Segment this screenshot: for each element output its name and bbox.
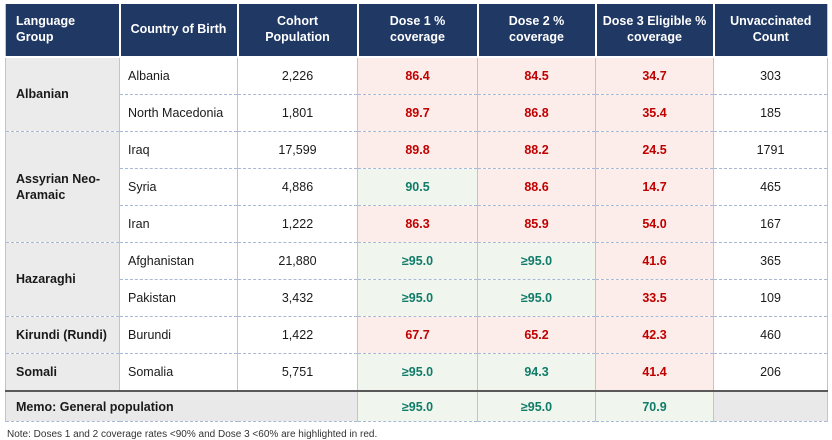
unvaccinated-cell: 460	[713, 316, 828, 354]
unvaccinated-cell: 365	[713, 242, 828, 280]
vaccination-coverage-table: Language Group Country of Birth Cohort P…	[5, 4, 828, 422]
table-row: Syria 4,886 90.5 88.6 14.7 465	[6, 168, 828, 206]
dose1-cell: ≥95.0	[357, 242, 478, 280]
dose3-cell: 41.6	[595, 242, 714, 280]
header-country-of-birth: Country of Birth	[119, 4, 239, 58]
dose1-cell: 90.5	[357, 168, 478, 206]
table-row: Albanian Albania 2,226 86.4 84.5 34.7 30…	[5, 57, 828, 132]
dose3-cell: 41.4	[595, 353, 714, 392]
dose1-cell: ≥95.0	[357, 353, 478, 392]
memo-label: Memo: General population	[5, 390, 358, 422]
dose3-cell: 54.0	[595, 205, 714, 243]
country-cell: Syria	[119, 168, 238, 206]
unvaccinated-cell: 109	[713, 279, 828, 317]
group-cell-hazaraghi: Hazaraghi	[5, 242, 120, 317]
dose3-cell: 35.4	[595, 94, 714, 132]
dose1-cell: 89.7	[357, 94, 478, 132]
country-cell: Afghanistan	[119, 242, 238, 280]
country-cell: North Macedonia	[119, 94, 238, 132]
dose2-cell: 88.2	[477, 131, 596, 169]
dose1-cell: 86.3	[357, 205, 478, 243]
country-cell: Albania	[119, 57, 238, 95]
dose2-cell: 65.2	[477, 316, 596, 354]
unvaccinated-cell: 167	[713, 205, 828, 243]
dose2-cell: ≥95.0	[477, 279, 596, 317]
dose3-cell: 33.5	[595, 279, 714, 317]
dose2-cell: 86.8	[477, 94, 596, 132]
table-row: Iran 1,222 86.3 85.9 54.0 167	[6, 205, 828, 243]
cohort-cell: 17,599	[237, 131, 358, 169]
header-dose1-coverage: Dose 1 % coverage	[357, 4, 479, 58]
dose1-cell: 86.4	[357, 57, 478, 95]
memo-dose2-cell: ≥95.0	[477, 390, 596, 422]
table-row: North Macedonia 1,801 89.7 86.8 35.4 185	[6, 94, 828, 132]
cohort-cell: 4,886	[237, 168, 358, 206]
dose3-cell: 14.7	[595, 168, 714, 206]
group-cell-kirundi: Kirundi (Rundi)	[5, 316, 120, 354]
dose1-cell: 89.8	[357, 131, 478, 169]
memo-row: Memo: General population ≥95.0 ≥95.0 70.…	[5, 390, 828, 422]
country-cell: Burundi	[119, 316, 238, 354]
table-row: Hazaraghi Afghanistan 21,880 ≥95.0 ≥95.0…	[5, 242, 828, 317]
table-row: Kirundi (Rundi) Burundi 1,422 67.7 65.2 …	[5, 316, 828, 354]
cohort-cell: 1,222	[237, 205, 358, 243]
cohort-cell: 1,422	[237, 316, 358, 354]
group-cell-albanian: Albanian	[5, 57, 120, 132]
dose2-cell: ≥95.0	[477, 242, 596, 280]
header-cohort-population: Cohort Population	[237, 4, 359, 58]
memo-dose1-cell: ≥95.0	[357, 390, 478, 422]
unvaccinated-cell: 206	[713, 353, 828, 392]
dose3-cell: 34.7	[595, 57, 714, 95]
table-footnote: Note: Doses 1 and 2 coverage rates <90% …	[7, 429, 378, 440]
cohort-cell: 3,432	[237, 279, 358, 317]
country-cell: Somalia	[119, 353, 238, 392]
cohort-cell: 21,880	[237, 242, 358, 280]
table-row: Somali Somalia 5,751 ≥95.0 94.3 41.4 206	[5, 353, 828, 392]
header-unvaccinated-count: Unvaccinated Count	[713, 4, 828, 58]
group-cell-somali: Somali	[5, 353, 120, 392]
memo-unvaccinated-cell	[713, 390, 828, 422]
dose1-cell: 67.7	[357, 316, 478, 354]
country-cell: Iraq	[119, 131, 238, 169]
memo-dose3-cell: 70.9	[595, 390, 714, 422]
unvaccinated-cell: 1791	[713, 131, 828, 169]
unvaccinated-cell: 303	[713, 57, 828, 95]
group-cell-assyrian: Assyrian Neo-Aramaic	[5, 131, 120, 243]
dose2-cell: 88.6	[477, 168, 596, 206]
country-cell: Iran	[119, 205, 238, 243]
header-language-group: Language Group	[5, 4, 121, 58]
dose3-cell: 24.5	[595, 131, 714, 169]
dose2-cell: 85.9	[477, 205, 596, 243]
table-row: Assyrian Neo-Aramaic Iraq 17,599 89.8 88…	[5, 131, 828, 243]
cohort-cell: 2,226	[237, 57, 358, 95]
dose2-cell: 84.5	[477, 57, 596, 95]
dose3-cell: 42.3	[595, 316, 714, 354]
dose2-cell: 94.3	[477, 353, 596, 392]
cohort-cell: 1,801	[237, 94, 358, 132]
cohort-cell: 5,751	[237, 353, 358, 392]
dose1-cell: ≥95.0	[357, 279, 478, 317]
country-cell: Pakistan	[119, 279, 238, 317]
header-row: Language Group Country of Birth Cohort P…	[5, 4, 828, 58]
unvaccinated-cell: 185	[713, 94, 828, 132]
unvaccinated-cell: 465	[713, 168, 828, 206]
header-dose3-coverage: Dose 3 Eligible % coverage	[595, 4, 715, 58]
table-row: Pakistan 3,432 ≥95.0 ≥95.0 33.5 109	[6, 279, 828, 317]
header-dose2-coverage: Dose 2 % coverage	[477, 4, 597, 58]
